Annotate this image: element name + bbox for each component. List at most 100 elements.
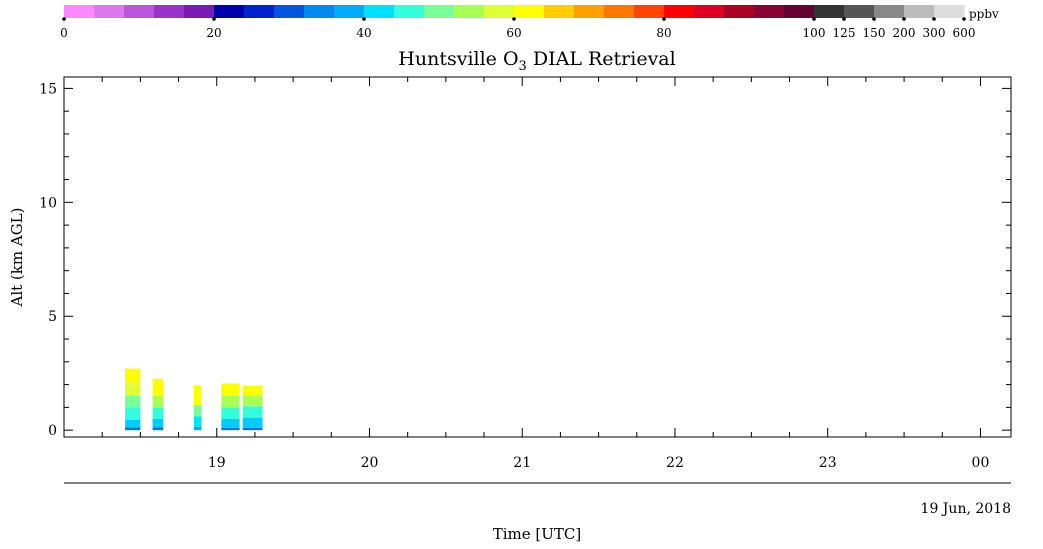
- retrieval-cell: [242, 406, 263, 418]
- colorbar-swatch: [124, 5, 155, 18]
- colorbar-tick-label: 60: [506, 26, 521, 40]
- y-tick-label: 10: [39, 195, 57, 211]
- retrieval-cell: [193, 405, 202, 417]
- colorbar-tick: [662, 17, 666, 21]
- colorbar-swatch: [454, 5, 485, 18]
- colorbar-tick: [902, 17, 906, 21]
- retrieval-cell: [221, 407, 240, 419]
- x-tick-label: 20: [361, 455, 379, 471]
- colorbar-tick: [842, 17, 846, 21]
- retrieval-profile: [221, 383, 240, 431]
- retrieval-cell: [125, 382, 141, 396]
- colorbar-swatch: [814, 5, 845, 18]
- ozone-retrieval-data: [125, 368, 263, 431]
- colorbar-tick-label: 300: [923, 26, 946, 40]
- retrieval-cell: [242, 417, 263, 428]
- colorbar: [64, 5, 965, 18]
- retrieval-cell: [221, 427, 240, 431]
- retrieval-cell: [152, 378, 164, 396]
- retrieval-cell: [242, 395, 263, 407]
- x-tick-label: 21: [513, 455, 531, 471]
- colorbar-tick-label: 80: [656, 26, 671, 40]
- colorbar-tick: [62, 17, 66, 21]
- colorbar-swatch: [274, 5, 305, 18]
- retrieval-profile: [125, 368, 141, 431]
- colorbar-tick-label: 0: [60, 26, 68, 40]
- colorbar-swatch: [934, 5, 965, 18]
- colorbar-tick: [932, 17, 936, 21]
- colorbar-tick-label: 40: [356, 26, 371, 40]
- x-tick-label: 23: [819, 455, 837, 471]
- colorbar-swatch: [94, 5, 125, 18]
- colorbar-swatch: [394, 5, 425, 18]
- date-label: 19 Jun, 2018: [921, 501, 1011, 517]
- colorbar-swatch: [844, 5, 875, 18]
- retrieval-cell: [221, 395, 240, 408]
- retrieval-cell: [125, 368, 141, 383]
- colorbar-tick-label: 200: [893, 26, 916, 40]
- retrieval-cell: [221, 383, 240, 396]
- y-tick-label: 15: [39, 81, 57, 97]
- plot-frame: [63, 76, 1012, 438]
- x-tick-label: 19: [208, 455, 226, 471]
- chart-title: Huntsville O3 DIAL Retrieval: [398, 48, 675, 74]
- retrieval-cell: [125, 427, 141, 431]
- colorbar-swatch: [424, 5, 455, 18]
- colorbar-tick-label: 20: [206, 26, 221, 40]
- retrieval-profile: [152, 378, 164, 431]
- retrieval-cell: [152, 407, 164, 419]
- colorbar-swatch: [604, 5, 635, 18]
- retrieval-cell: [193, 426, 202, 431]
- colorbar-tick: [812, 17, 816, 21]
- colorbar-tick: [362, 17, 366, 21]
- retrieval-cell: [152, 418, 164, 428]
- colorbar-tick-label: 100: [803, 26, 826, 40]
- x-tick-label: 22: [666, 455, 684, 471]
- colorbar-swatch: [904, 5, 935, 18]
- colorbar-swatch: [664, 5, 695, 18]
- colorbar-swatch: [634, 5, 665, 18]
- colorbar-swatch: [244, 5, 275, 18]
- retrieval-cell: [193, 385, 202, 406]
- colorbar-swatch: [724, 5, 755, 18]
- colorbar-tick: [512, 17, 516, 21]
- retrieval-cell: [242, 385, 263, 396]
- colorbar-swatch: [334, 5, 365, 18]
- colorbar-tick-label: 600: [953, 26, 976, 40]
- colorbar-tick-label: 150: [863, 26, 886, 40]
- retrieval-cell: [125, 407, 141, 420]
- colorbar-swatch: [754, 5, 785, 18]
- colorbar-swatch: [154, 5, 185, 18]
- retrieval-cell: [125, 395, 141, 408]
- x-axis-ticks: 19 20 21 22 23 00: [63, 77, 990, 471]
- colorbar-unit: ppbv: [969, 7, 999, 21]
- retrieval-cell: [152, 427, 164, 431]
- x-axis-title: Time [UTC]: [493, 525, 582, 543]
- y-axis-ticks: 0 5 10 15: [39, 81, 1011, 439]
- colorbar-swatch: [874, 5, 905, 18]
- x-tick-label: 00: [972, 455, 990, 471]
- retrieval-cell: [125, 419, 141, 428]
- colorbar-swatch: [214, 5, 245, 18]
- colorbar-swatch: [544, 5, 575, 18]
- y-axis-title: Alt (km AGL): [8, 208, 26, 308]
- colorbar-swatch: [694, 5, 725, 18]
- colorbar-labels: 0 20 40 60 80 100 125 150 200 300 600: [60, 17, 975, 40]
- colorbar-tick-label: 125: [833, 26, 856, 40]
- colorbar-swatch: [784, 5, 815, 18]
- colorbar-swatch: [484, 5, 515, 18]
- y-tick-label: 5: [48, 309, 57, 325]
- colorbar-tick: [212, 17, 216, 21]
- colorbar-swatch: [64, 5, 95, 18]
- colorbar-swatch: [514, 5, 545, 18]
- y-tick-label: 0: [48, 423, 57, 439]
- retrieval-profile: [193, 385, 202, 431]
- retrieval-cell: [152, 395, 164, 408]
- colorbar-swatch: [364, 5, 395, 18]
- retrieval-cell: [193, 416, 202, 427]
- colorbar-swatch: [304, 5, 335, 18]
- retrieval-profile: [242, 385, 263, 431]
- retrieval-cell: [221, 418, 240, 428]
- colorbar-swatch: [184, 5, 215, 18]
